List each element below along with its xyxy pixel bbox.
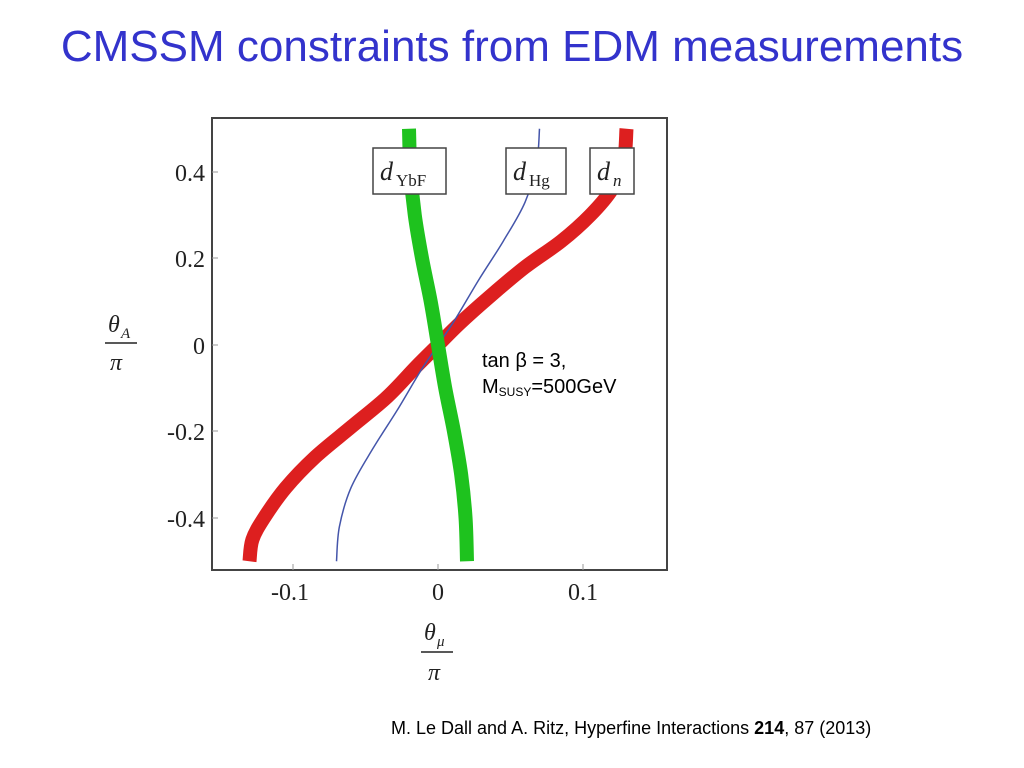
label-ybf-sub: YbF	[396, 171, 426, 190]
svg-text:θ: θ	[108, 312, 120, 338]
label-hg-sub: Hg	[529, 171, 550, 190]
x-axis-label: θ μ π	[421, 620, 453, 686]
y-ticks	[212, 171, 218, 519]
x-tick-0: 0	[432, 580, 444, 606]
y-tick-0: 0	[193, 334, 205, 360]
x-ticks	[292, 564, 584, 570]
y-tick-neg-0-4: -0.4	[167, 507, 205, 533]
citation-pages-year: , 87 (2013)	[784, 718, 872, 738]
label-d-n: d n	[589, 147, 635, 195]
citation-authors: M. Le Dall and A. Ritz, Hyperfine Intera…	[391, 718, 755, 738]
slide-title: CMSSM constraints from EDM measurements	[60, 22, 964, 71]
series-d-ybf	[402, 128, 474, 562]
parameter-annotation: tan β = 3, MSUSY=500GeV	[482, 348, 616, 405]
label-d-hg: d Hg	[505, 147, 567, 195]
citation: M. Le Dall and A. Ritz, Hyperfine Intera…	[391, 718, 871, 739]
x-tick-neg-0-1: -0.1	[271, 580, 309, 606]
svg-text:π: π	[428, 660, 441, 686]
svg-text:A: A	[120, 326, 131, 342]
series-layer	[242, 128, 634, 563]
label-hg-main: d	[513, 157, 527, 186]
svg-text:θ: θ	[424, 620, 436, 646]
y-tick-neg-0-2: -0.2	[167, 420, 205, 446]
x-tick-0-1: 0.1	[568, 580, 598, 606]
citation-volume: 214	[754, 718, 785, 738]
svg-text:π: π	[110, 350, 123, 376]
msusy-text: MSUSY=500GeV	[482, 376, 617, 399]
y-tick-0-2: 0.2	[175, 247, 205, 273]
y-axis-label: θ A π	[105, 312, 137, 376]
svg-text:μ: μ	[436, 634, 445, 650]
label-ybf-main: d	[380, 157, 394, 186]
y-tick-0-4: 0.4	[175, 161, 205, 187]
tan-beta-text: tan β = 3,	[482, 350, 567, 372]
label-d-ybf: d YbF	[372, 147, 447, 195]
x-tick-labels: -0.1 0 0.1	[271, 580, 598, 606]
label-n-main: d	[597, 157, 611, 186]
y-tick-labels: 0.4 0.2 0 -0.2 -0.4	[167, 161, 205, 533]
label-n-sub: n	[613, 171, 622, 190]
